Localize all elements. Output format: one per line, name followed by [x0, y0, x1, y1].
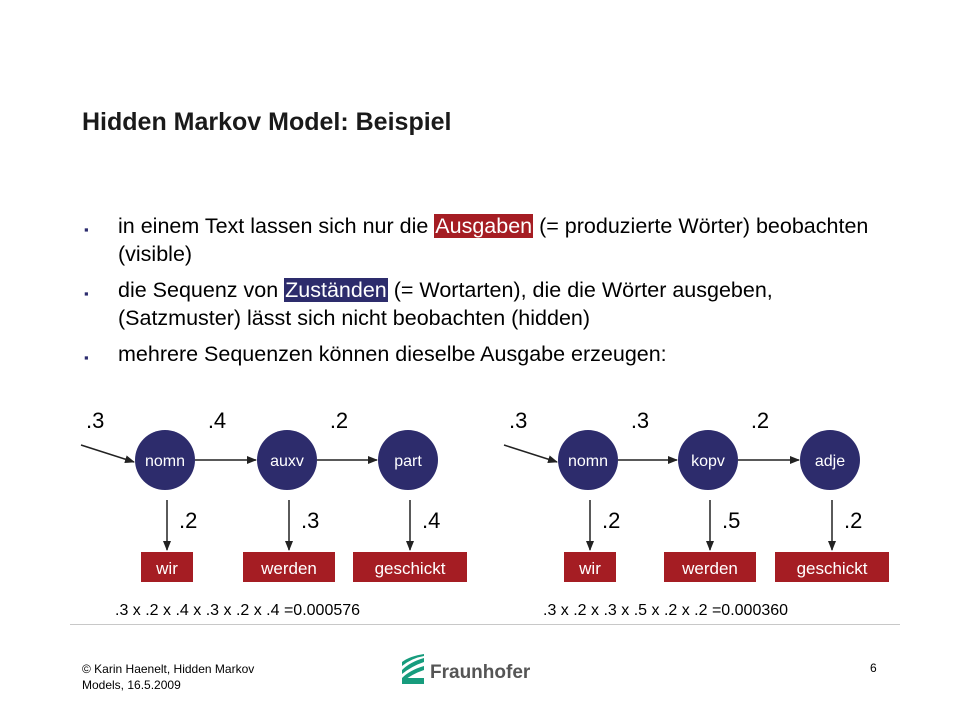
bullet-text: mehrere Sequenzen können dieselbe Ausgab… [118, 342, 667, 366]
highlight-zustaenden: Zuständen [284, 278, 388, 302]
output-box [353, 552, 467, 582]
state-node [678, 430, 738, 490]
emission-prob-label: .5 [722, 508, 740, 533]
fraunhofer-logo: Fraunhofer [402, 654, 530, 684]
bullet-list: ▪ in einem Text lassen sich nur die Ausg… [84, 212, 884, 376]
state-node [257, 430, 317, 490]
bullet-item: ▪ die Sequenz von Zuständen (= Wortarten… [84, 276, 884, 332]
hmm-sequence-1: .3 .4 .2 nomn .2 wir auxv .3 werden part .4 geschic… [80, 408, 467, 619]
state-label: part [394, 453, 422, 470]
bullet-square-icon: ▪ [84, 222, 89, 237]
start-prob-label: .3 [86, 408, 104, 433]
output-label: geschickt [797, 559, 868, 578]
state-label: adje [815, 453, 845, 470]
footer-copyright: © Karin Haenelt, Hidden Markov Models, 1… [82, 661, 254, 693]
state-node [378, 430, 438, 490]
output-box [664, 552, 756, 582]
slide-title: Hidden Markov Model: Beispiel [82, 108, 452, 136]
output-label: wir [578, 559, 601, 578]
footer-divider [70, 624, 900, 625]
output-label: geschickt [375, 559, 446, 578]
probability-formula: .3 x .2 x .4 x .3 x .2 x .4 =0.000576 [115, 602, 360, 619]
output-label: wir [155, 559, 178, 578]
bullet-square-icon: ▪ [84, 350, 89, 365]
start-arrow [80, 444, 135, 464]
highlight-ausgaben: Ausgaben [434, 214, 534, 238]
state-label: nomn [568, 453, 608, 470]
probability-formula: .3 x .2 x .3 x .5 x .2 x .2 =0.000360 [543, 602, 788, 619]
bullet-text: (= produzierte Wörter) beobachten (visib… [118, 214, 869, 266]
emission-prob-label: .2 [179, 508, 197, 533]
output-box [141, 552, 193, 582]
bullet-item: ▪ in einem Text lassen sich nur die Ausg… [84, 212, 884, 268]
state-label: auxv [270, 453, 304, 470]
output-box [243, 552, 335, 582]
emission-prob-label: .2 [602, 508, 620, 533]
start-arrow [503, 444, 558, 464]
state-node [800, 430, 860, 490]
hmm-sequence-2: .3 .3 .2 nomn .2 wir kopv .5 werden adje .2 geschic… [503, 408, 889, 619]
emission-prob-label: .4 [422, 508, 440, 533]
emission-prob-label: .3 [301, 508, 319, 533]
state-label: nomn [145, 453, 185, 470]
state-label: kopv [691, 453, 725, 470]
bullet-square-icon: ▪ [84, 286, 89, 301]
state-node [135, 430, 195, 490]
copyright-line: Models, 16.5.2009 [82, 678, 181, 692]
output-label: werden [681, 559, 738, 578]
emission-prob-label: .2 [844, 508, 862, 533]
start-prob-label: .3 [509, 408, 527, 433]
hmm-diagram: .3 .4 .2 nomn .2 wir auxv .3 werden part .4 geschic… [80, 408, 889, 619]
transition-prob-label: .2 [330, 408, 348, 433]
bullet-text: in einem Text lassen sich nur die [118, 214, 435, 238]
output-box [564, 552, 616, 582]
svg-text:Fraunhofer: Fraunhofer [430, 662, 530, 683]
output-box [775, 552, 889, 582]
bullet-item: ▪ mehrere Sequenzen können dieselbe Ausg… [84, 340, 884, 368]
transition-prob-label: .2 [751, 408, 769, 433]
transition-prob-label: .4 [208, 408, 226, 433]
output-label: werden [260, 559, 317, 578]
copyright-line: © Karin Haenelt, Hidden Markov [82, 662, 255, 676]
page-number: 6 [870, 661, 877, 675]
transition-prob-label: .3 [631, 408, 649, 433]
bullet-text: (= Wortarten), die die Wörter ausgeben, … [118, 278, 773, 330]
bullet-text: die Sequenz von [118, 278, 285, 302]
logo-mark-icon [402, 654, 424, 684]
state-node [558, 430, 618, 490]
